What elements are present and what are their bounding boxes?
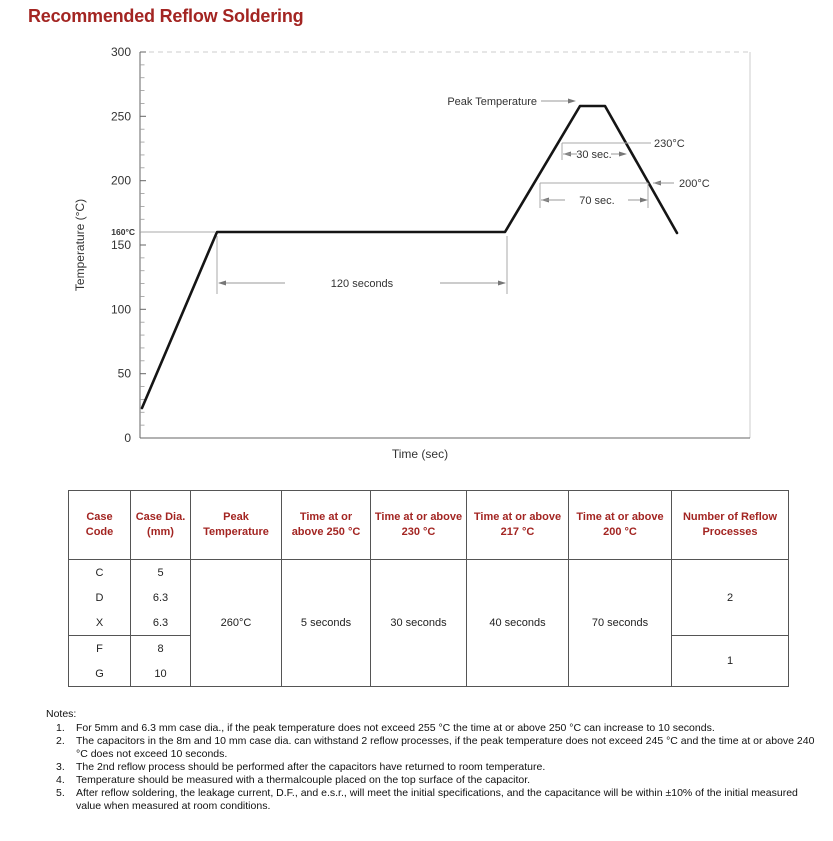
dimension-30-seconds: 230°C 30 sec. [561, 138, 685, 161]
svg-text:200: 200 [111, 174, 131, 188]
peak-temperature-cell: 260°C [190, 559, 282, 687]
svg-text:150: 150 [111, 238, 131, 252]
case-code-cell: G [68, 661, 131, 687]
case-dia-cell: 10 [130, 661, 191, 687]
time-above-217-cell: 40 seconds [466, 559, 569, 687]
note-item-4: 4. Temperature should be measured with a… [46, 774, 824, 787]
note-number: 1. [56, 722, 65, 734]
note-text: The 2nd reflow process should be perform… [76, 761, 546, 773]
svg-text:0: 0 [124, 431, 131, 445]
reflow-profile-line [140, 104, 679, 410]
note-item-3: 3. The 2nd reflow process should be perf… [46, 761, 824, 774]
y-axis-major-ticks [140, 51, 146, 439]
peak-temperature-callout: Peak Temperature [447, 96, 576, 108]
page-title: Recommended Reflow Soldering [28, 6, 304, 26]
x-axis-title: Time (sec) [392, 447, 448, 461]
svg-text:230°C: 230°C [654, 138, 685, 150]
reflow-processes-cell: 2 [671, 559, 789, 636]
case-dia-cell: 6.3 [130, 585, 191, 610]
svg-text:200°C: 200°C [679, 178, 710, 190]
note-text: Temperature should be measured with a th… [76, 774, 531, 786]
header-time-above-200: Time at or above 200 °C [568, 490, 672, 560]
note-number: 4. [56, 774, 65, 786]
y-axis-tick-labels: 300 250 200 150 100 50 0 [111, 45, 131, 445]
header-time-above-230: Time at or above 230 °C [370, 490, 467, 560]
header-case-dia: Case Dia. (mm) [130, 490, 191, 560]
svg-text:30 sec.: 30 sec. [576, 149, 611, 161]
case-dia-cell: 6.3 [130, 610, 191, 636]
note-number: 2. [56, 735, 65, 747]
svg-text:250: 250 [111, 109, 131, 123]
case-code-cell: X [68, 610, 131, 636]
table-row: C 5 260°C 5 seconds 30 seconds 40 second… [68, 559, 789, 687]
reflow-processes-cell: 1 [671, 635, 789, 687]
note-item-2: 2. The capacitors in the 8m and 10 mm ca… [46, 735, 824, 761]
svg-text:120 seconds: 120 seconds [331, 278, 394, 290]
note-number: 5. [56, 787, 65, 799]
time-above-250-cell: 5 seconds [281, 559, 371, 687]
note-item-1: 1. For 5mm and 6.3 mm case dia., if the … [46, 722, 824, 735]
preheat-level-label: 160°C [111, 227, 135, 237]
case-code-cell: F [68, 635, 131, 661]
case-dia-cell: 8 [130, 635, 191, 661]
note-text: After reflow soldering, the leakage curr… [76, 787, 798, 812]
y-axis-minor-ticks [140, 64, 145, 426]
table-row: D 6.3 [68, 585, 789, 610]
reflow-conditions-table: Case Code Case Dia. (mm) Peak Temperatur… [68, 490, 789, 687]
note-item-5: 5. After reflow soldering, the leakage c… [46, 787, 824, 813]
svg-text:300: 300 [111, 45, 131, 59]
header-case-code: Case Code [68, 490, 131, 560]
svg-text:50: 50 [118, 367, 132, 381]
header-time-above-250: Time at or above 250 °C [281, 490, 371, 560]
chart-frame [139, 51, 751, 439]
note-text: For 5mm and 6.3 mm case dia., if the pea… [76, 722, 715, 734]
dimension-70-seconds: 70 sec. 200°C [539, 178, 710, 208]
svg-text:Peak Temperature: Peak Temperature [447, 96, 537, 108]
header-peak-temperature: Peak Temperature [190, 490, 282, 560]
note-text: The capacitors in the 8m and 10 mm case … [76, 735, 815, 760]
case-code-cell: D [68, 585, 131, 610]
table-row: G 10 [68, 661, 789, 687]
time-above-200-cell: 70 seconds [568, 559, 672, 687]
time-above-230-cell: 30 seconds [370, 559, 467, 687]
table-row: F 8 1 [68, 635, 789, 687]
svg-text:70 sec.: 70 sec. [579, 195, 614, 207]
notes-section: Notes: 1. For 5mm and 6.3 mm case dia., … [46, 708, 824, 813]
case-dia-cell: 5 [130, 559, 191, 585]
header-time-above-217: Time at or above 217 °C [466, 490, 569, 560]
table-header-row: Case Code Case Dia. (mm) Peak Temperatur… [68, 490, 789, 560]
reflow-profile-chart: 300 250 200 150 100 50 0 160°C 120 secon… [73, 45, 751, 461]
case-code-cell: C [68, 559, 131, 585]
table-row: X 6.3 [68, 610, 789, 636]
notes-label: Notes: [46, 708, 77, 720]
note-number: 3. [56, 761, 65, 773]
y-axis-title: Temperature (°C) [73, 199, 87, 291]
dimension-120-seconds: 120 seconds [216, 236, 508, 294]
svg-text:100: 100 [111, 302, 131, 316]
header-reflow-processes: Number of Reflow Processes [671, 490, 789, 560]
